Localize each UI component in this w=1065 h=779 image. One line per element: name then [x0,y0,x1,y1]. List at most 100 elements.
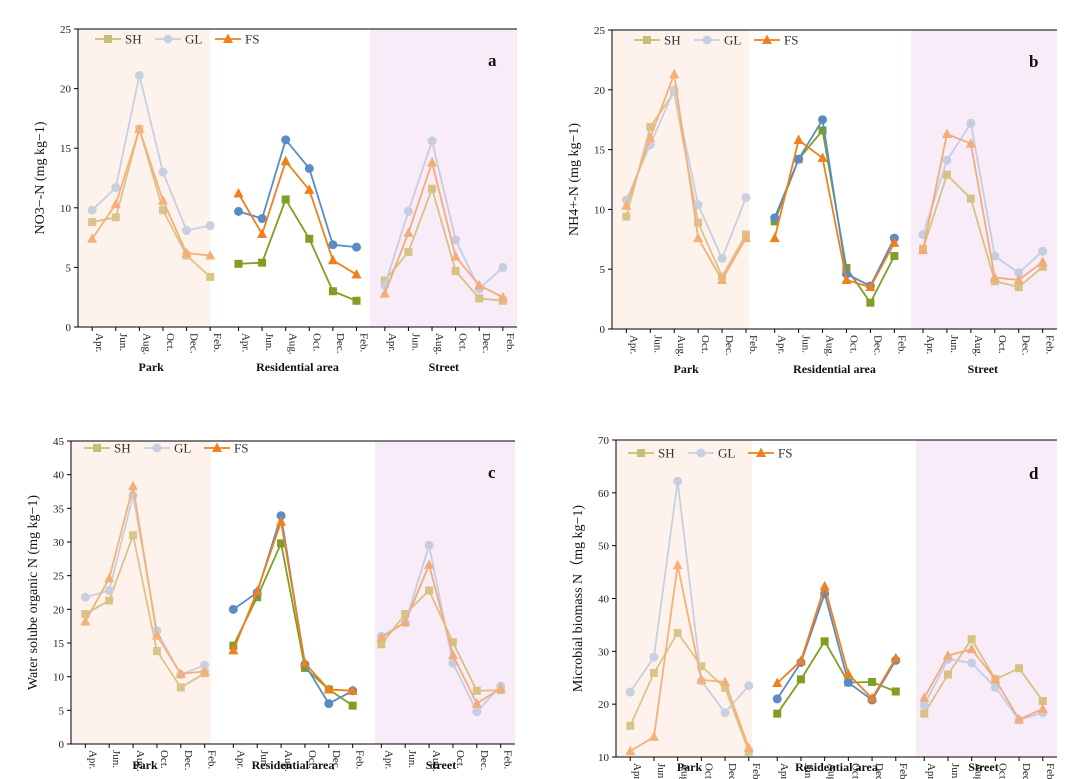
x-tick-label: Oct. [454,750,466,769]
x-tick-label: Apr. [386,333,398,353]
data-point-gl [134,70,144,80]
y-tick-label: 40 [598,594,610,606]
data-point-fs [151,630,162,640]
data-point-fs [403,227,414,237]
y-tick-label: 20 [598,699,610,711]
y-tick-label: 25 [53,571,65,583]
data-point-gl [1014,268,1024,278]
data-point-gl [693,200,703,210]
x-tick-label: Apr. [234,750,246,770]
y-axis-label: NO3−-N (mg kg−1) [33,121,48,234]
data-point-fs [966,643,977,654]
data-point-gl [304,163,314,173]
x-tick-label: Feb. [504,333,516,353]
panel-letter: a [488,51,497,70]
data-point-fs [257,228,268,239]
panel-letter: c [488,463,496,482]
data-point-fs [128,480,139,491]
x-tick-label: Apr. [86,750,98,770]
data-point-sh [111,213,120,222]
data-point-sh [842,264,851,273]
region-label: Street [968,760,998,774]
x-tick-label: Oct. [158,750,170,769]
x-tick-label: Jun. [406,750,418,768]
series-line-fs-residential [776,583,897,700]
x-tick-label: Oct. [849,763,861,779]
data-point-gl [673,476,683,486]
data-point-sh [305,234,314,243]
x-tick-label: Apr. [631,763,643,779]
legend-marker-gl [152,443,162,453]
data-point-gl [625,687,635,697]
y-tick-label: 35 [53,503,65,515]
data-point-gl [741,192,751,202]
data-point-sh [626,721,635,730]
x-tick-label: Dec. [726,763,738,779]
data-point-fs [376,632,387,642]
data-point-gl [472,707,482,717]
data-point-sh [401,610,410,619]
data-point-fs [181,247,192,258]
x-tick-label: Oct. [847,335,859,354]
y-tick-label: 20 [60,84,72,96]
band-park [71,441,211,744]
x-tick-label: Dec. [188,333,200,354]
data-point-gl [498,262,508,272]
data-point-fs [672,559,683,570]
x-tick-label: Jun. [802,763,814,779]
x-tick-label: Apr. [93,333,105,353]
data-point-sh [694,218,703,227]
data-point-fs [495,682,506,693]
x-tick-label: Dec. [871,335,883,356]
data-point-gl [276,511,286,521]
legend-label-gl: GL [174,441,191,456]
y-tick-label: 30 [53,537,65,549]
legend-marker-sh [93,444,101,452]
series-line-fs-street [922,132,1044,281]
x-tick-label: Feb. [206,750,218,770]
region-label: Street [429,360,459,374]
data-point-sh [891,687,900,696]
data-point-sh [425,586,434,595]
data-point-gl [324,699,334,709]
x-tick-label: Aug. [140,333,152,355]
data-point-fs [323,683,334,694]
y-tick-label: 10 [598,752,610,764]
data-point-fs [157,195,168,205]
x-tick-label: Oct. [996,763,1008,779]
data-point-gl [352,242,362,252]
region-label: Street [968,362,998,376]
data-point-fs [720,676,731,686]
data-point-fs [793,134,804,145]
data-point-fs [795,655,806,665]
data-point-fs [648,731,659,741]
x-tick-label: Apr. [382,750,394,770]
data-point-gl [80,592,90,602]
legend-label-gl: GL [185,32,202,47]
x-tick-label: Oct. [996,335,1008,354]
series-line-gl-street [383,137,504,291]
x-tick-label: Jun. [258,750,270,768]
data-point-sh [472,686,481,695]
data-point-fs [447,649,458,660]
series-line-gl-residential [238,137,357,249]
x-tick-label: Dec. [182,750,194,771]
data-point-sh [328,287,337,296]
y-axis-label: Microbial biomass N（mg kg−1) [570,505,586,692]
data-point-sh [81,610,90,619]
data-point-fs [843,668,854,679]
data-point-sh [966,194,975,203]
legend-marker-fs [756,447,766,457]
data-point-gl [281,135,291,145]
x-tick-label: Oct. [164,333,176,352]
data-point-gl [328,240,338,250]
region-label: Park [673,362,699,376]
data-point-fs [347,685,358,695]
data-point-gl [87,205,97,215]
x-tick-label: Oct. [699,335,711,354]
x-tick-label: Dec. [873,763,885,779]
data-point-fs [87,233,98,243]
x-tick-label: Aug. [134,750,146,772]
data-point-fs [304,184,315,194]
x-tick-label: Aug. [675,335,687,357]
